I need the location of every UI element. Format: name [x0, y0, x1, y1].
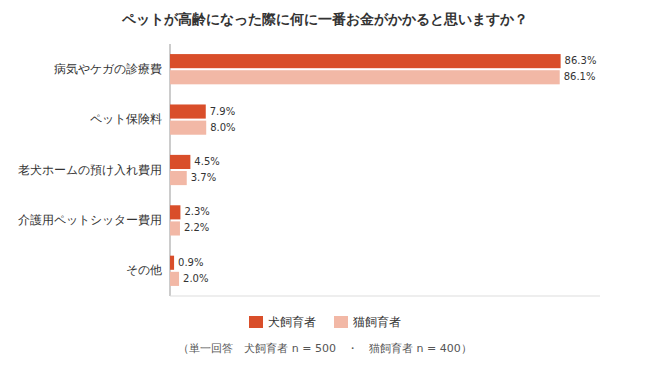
bar [170, 54, 561, 68]
y-tick-label: 病気やケガの診療費 [54, 62, 162, 76]
bar [170, 256, 174, 270]
data-label: 86.3% [565, 55, 597, 66]
data-label: 0.9% [178, 257, 203, 268]
legend: 犬飼育者 猫飼育者 [249, 315, 401, 329]
data-label: 8.0% [210, 122, 235, 133]
data-label: 2.0% [183, 273, 208, 284]
bar [170, 104, 206, 118]
y-tick-label: 介護用ペットシッター費用 [18, 213, 162, 227]
footnote: （単一回答 犬飼育者 n = 500 ・ 猫飼育者 n = 400） [178, 342, 471, 355]
bars [170, 54, 561, 286]
bar [170, 70, 560, 84]
data-labels: 86.3% 86.1% 7.9% 8.0% 4.5% 3.7% 2.3% 2.2% 0.9% 2.… [178, 55, 596, 284]
data-label: 2.3% [184, 206, 209, 217]
legend-swatch [334, 316, 348, 328]
bar [170, 205, 180, 219]
title: ペットが高齢になった際に何に一番お金がかかると思いますか？ [121, 11, 528, 27]
chart: ペットが高齢になった際に何に一番お金がかかると思いますか？ 86.3% 86.1% 7… [0, 0, 650, 368]
x-axis-line [170, 296, 600, 297]
y-tick-label: その他 [126, 263, 162, 277]
legend-label: 犬飼育者 [268, 315, 316, 329]
data-label: 3.7% [191, 172, 216, 183]
bar [170, 155, 190, 169]
bar [170, 171, 187, 185]
data-label: 2.2% [184, 222, 209, 233]
legend-label: 猫飼育者 [353, 315, 401, 329]
y-tick-label: 老犬ホームの預け入れ費用 [18, 163, 162, 177]
bar [170, 221, 180, 235]
data-label: 7.9% [210, 106, 235, 117]
y-tick-label: ペット保険料 [90, 112, 162, 126]
data-label: 4.5% [194, 156, 219, 167]
data-label: 86.1% [564, 71, 596, 82]
bar [170, 121, 206, 135]
legend-swatch [249, 316, 263, 328]
bar [170, 272, 179, 286]
